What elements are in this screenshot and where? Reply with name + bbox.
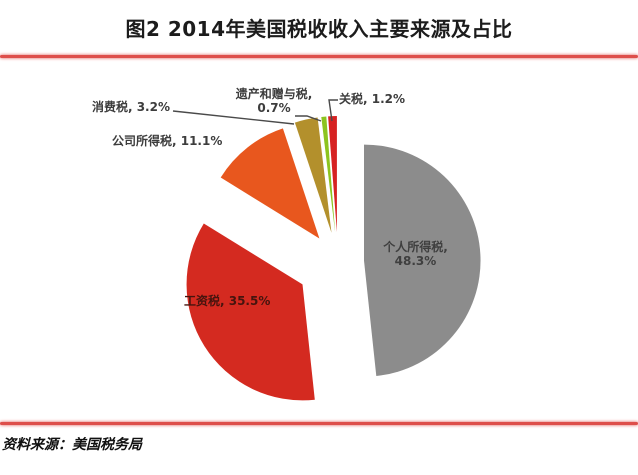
pie-slice-personal-income-tax [364, 144, 481, 376]
leader-line-customs-duties [328, 99, 338, 122]
label-customs-duties: 关税, 1.2% [339, 92, 405, 106]
title-divider-rule [0, 55, 638, 58]
source-note: 资料来源：美国税务局 [2, 437, 142, 453]
leader-line-estate-gift-tax [295, 115, 322, 122]
leader-line-excise-tax [172, 110, 295, 125]
pie-slice-corporate-income-tax [220, 128, 320, 239]
label-customs-duties-text: 关税, 1.2% [339, 92, 406, 106]
label-excise-tax-text: 消费税, 3.2% [91, 100, 170, 114]
pie-slice-payroll-tax [186, 223, 315, 401]
label-excise-tax: 消费税, 3.2% [84, 100, 170, 114]
label-estate-gift-tax-line1: 遗产和赠与税, [235, 87, 313, 101]
label-corporate-income-tax-text: 公司所得税, 11.1% [112, 134, 223, 148]
pie-slice-excise-tax [294, 117, 332, 233]
label-corporate-income-tax: 公司所得税, 11.1% [112, 134, 222, 148]
chart-title: 图2 2014年美国税收收入主要来源及占比 [125, 17, 513, 41]
footer-divider-rule [0, 422, 638, 425]
label-estate-gift-tax: 遗产和赠与税, 0.7% [228, 87, 320, 115]
label-personal-income-tax-line2: 48.3% [394, 254, 437, 268]
label-payroll-tax: 工资税, 35.5% [184, 294, 270, 308]
pie-slice-estate-gift-tax [321, 116, 336, 233]
label-payroll-tax-text: 工资税, 35.5% [184, 294, 271, 308]
label-personal-income-tax-line1: 个人所得税, [383, 240, 448, 254]
label-personal-income-tax: 个人所得税, 48.3% [363, 240, 468, 268]
pie-slice-customs-duties [328, 116, 337, 232]
label-estate-gift-tax-line2: 0.7% [257, 101, 291, 115]
